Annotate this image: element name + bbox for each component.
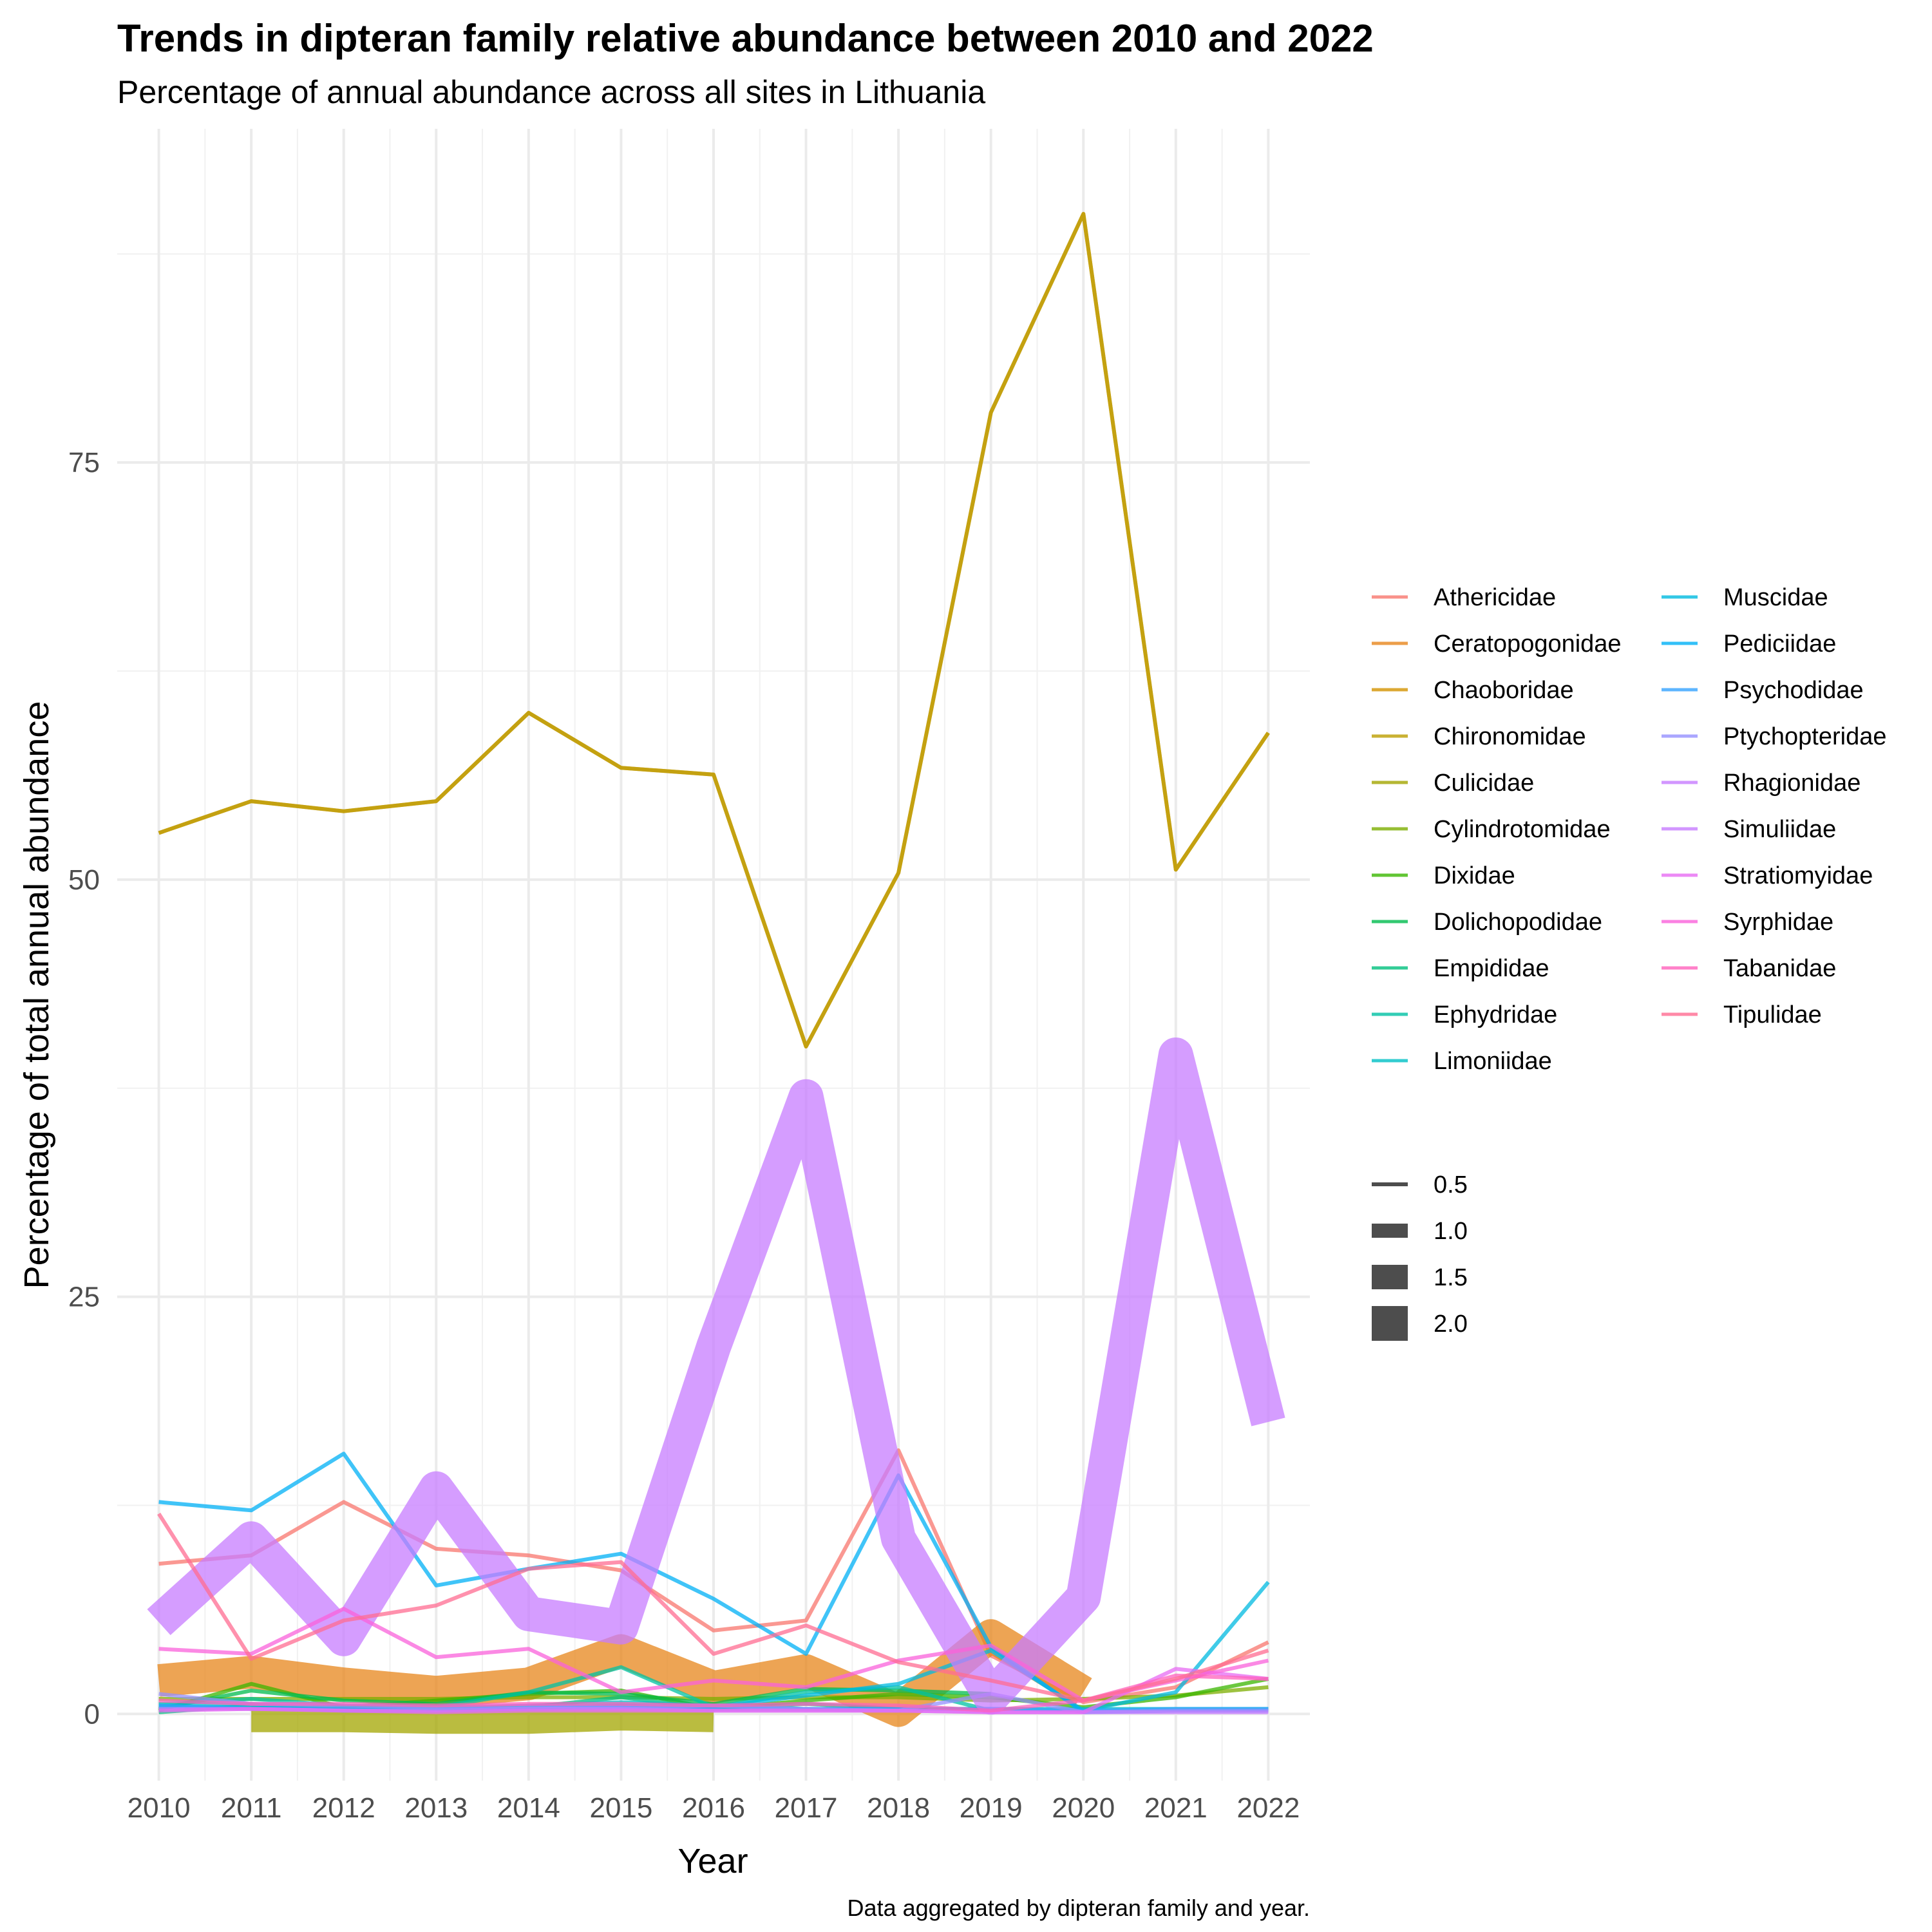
legend-label: Ephydridae [1434,1001,1557,1028]
legend-label: Dixidae [1434,862,1515,889]
x-axis-title: Year [677,1842,748,1880]
legend-label: Limoniidae [1434,1048,1552,1075]
legend-label: Cylindrotomidae [1434,816,1611,843]
legend-label: Athericidae [1434,584,1556,611]
legend-label: Stratiomyidae [1723,862,1873,889]
x-tick-label: 2017 [775,1792,838,1824]
x-tick-label: 2011 [221,1792,282,1824]
y-axis-title: Percentage of total annual abundance [17,701,56,1289]
series-line-tipulidae [157,1512,1269,1703]
x-tick-label: 2010 [128,1792,191,1824]
legend-label: Chaoboridae [1434,677,1574,704]
x-tick-label: 2013 [404,1792,468,1824]
legend-label: Muscidae [1723,584,1828,611]
series-line-ceratopogonidae [157,1619,1092,1727]
size-legend-label: 2.0 [1434,1311,1468,1338]
legend-label: Simuliidae [1723,816,1836,843]
legend-label: Psychodidae [1723,677,1864,704]
legend-size: 0.5 1.0 1.5 2.0 [1372,1171,1468,1341]
legend-label: Tabanidae [1723,955,1836,982]
x-tick-label: 2012 [312,1792,375,1824]
legend-label: Syrphidae [1723,909,1833,936]
y-tick-label: 50 [68,864,100,896]
legend-label: Pediciidae [1723,630,1836,658]
series-line-simuliidae [147,1037,1285,1715]
legend-label: Ptychopteridae [1723,723,1887,750]
size-legend-label: 0.5 [1434,1171,1468,1198]
x-tick-label: 2022 [1236,1792,1300,1824]
x-tick-label: 2020 [1052,1792,1115,1824]
legend-label: Culicidae [1434,770,1534,797]
legend-label: Dolichopodidae [1434,909,1602,936]
chart-caption: Data aggregated by dipteran family and y… [848,1895,1310,1921]
size-legend-label: 1.5 [1434,1264,1468,1291]
x-tick-label: 2015 [589,1792,652,1824]
series-line-culicidae [251,1703,714,1734]
y-tick-label: 25 [68,1282,100,1313]
y-tick-label: 0 [84,1698,100,1730]
plot-panel [117,129,1310,1781]
chart-subtitle: Percentage of annual abundance across al… [117,74,985,110]
series-line-stratiomyidae [158,1667,1269,1714]
x-axis: 2010 2011 2012 2013 2014 2015 2016 2017 2018 2019… [128,1792,1300,1824]
series-line-chironomidae [158,212,1270,1048]
legend-label: Empididae [1434,955,1549,982]
x-tick-label: 2018 [867,1792,930,1824]
legend-label: Chironomidae [1434,723,1586,750]
x-tick-label: 2021 [1144,1792,1208,1824]
y-tick-label: 75 [68,447,100,478]
legend-label: Tipulidae [1723,1001,1822,1028]
x-tick-label: 2016 [682,1792,745,1824]
size-legend-label: 1.0 [1434,1218,1468,1245]
x-tick-label: 2019 [960,1792,1023,1824]
y-axis: 0 25 50 75 [68,447,100,1730]
legend-label: Ceratopogonidae [1434,630,1622,658]
legend-colour: Athericidae Ceratopogonidae Chaoboridae Chi… [1372,584,1887,1075]
x-tick-label: 2014 [497,1792,560,1824]
chart-title: Trends in dipteran family relative abund… [117,17,1374,60]
legend-label: Rhagionidae [1723,770,1861,797]
